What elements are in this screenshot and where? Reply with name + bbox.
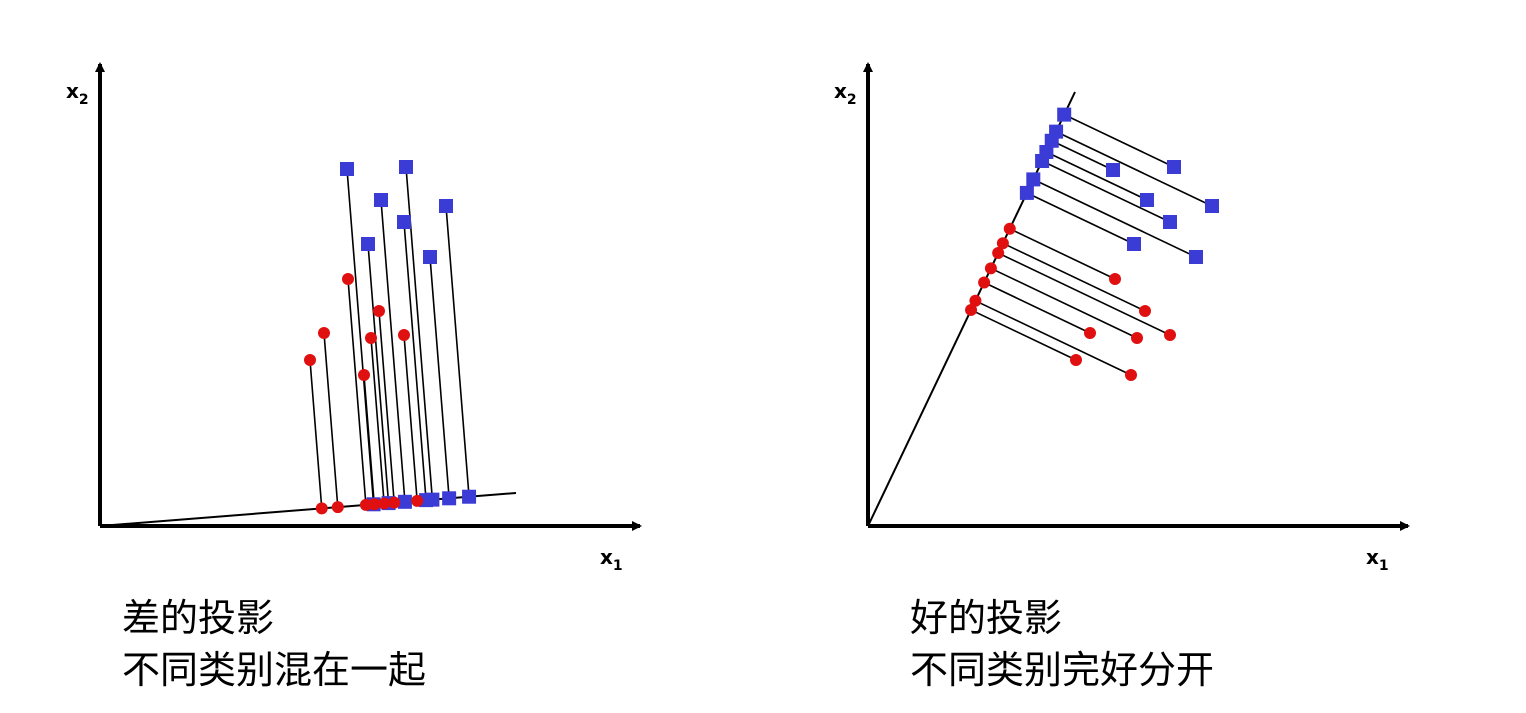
blue-square-data-point (1205, 199, 1219, 213)
x2-axis-label: x2 (834, 79, 857, 108)
data-points (965, 107, 1219, 381)
red-circle-data-point (358, 369, 370, 381)
red-circle-data-point (398, 329, 410, 341)
blue-square-data-point (1127, 237, 1141, 251)
red-circle-data-point (373, 305, 385, 317)
projection-segment (1046, 151, 1148, 201)
blue-square-projected-point (419, 493, 434, 508)
blue-square-data-point (423, 250, 437, 264)
projection-segment (429, 256, 450, 499)
red-circle-data-point (1084, 327, 1096, 339)
projection-segments (309, 166, 470, 509)
red-circle-data-point (1164, 329, 1176, 341)
projection-segment (380, 199, 406, 502)
panel-good-projection: x2 x1 (834, 62, 1410, 574)
projection-segment (983, 281, 1091, 334)
projection-segment (975, 300, 1132, 376)
projection-segment (1055, 130, 1213, 207)
blue-square-data-point (361, 237, 375, 251)
projection-segments (970, 113, 1213, 376)
projection-segment (367, 243, 390, 504)
caption-bad: 差的投影 不同类别混在一起 (122, 592, 426, 696)
blue-square-data-point (1167, 160, 1181, 174)
x1-axis-label: x1 (600, 545, 623, 574)
projection-segment (370, 337, 385, 504)
red-circle-data-point (1070, 354, 1082, 366)
red-circle-projected-point (965, 303, 978, 316)
blue-square-data-point (397, 215, 411, 229)
red-circle-projected-point (368, 498, 381, 511)
projection-segment (1063, 113, 1175, 168)
red-circle-data-point (365, 332, 377, 344)
x1-axis-label: x1 (1366, 545, 1389, 574)
blue-square-projected-point (1049, 124, 1064, 139)
projection-segment (1002, 242, 1146, 312)
red-circle-data-point (1139, 305, 1151, 317)
red-circle-projected-point (378, 497, 391, 510)
blue-square-data-point (1163, 215, 1177, 229)
blue-square-projected-point (1035, 153, 1050, 168)
projection-segment (309, 359, 323, 509)
caption-subtitle: 不同类别完好分开 (910, 648, 1215, 692)
red-circle-data-point (1125, 369, 1137, 381)
projection-segment (997, 252, 1171, 336)
projection-segment (403, 334, 418, 501)
red-circle-data-point (304, 354, 316, 366)
blue-square-data-point (399, 160, 413, 174)
red-circle-projected-point (411, 494, 424, 507)
blue-square-data-point (1189, 250, 1203, 264)
projection-segment (970, 309, 1077, 361)
red-circle-data-point (1131, 332, 1143, 344)
red-circle-projected-point (969, 294, 982, 307)
projection-segment (1009, 228, 1116, 280)
red-circle-projected-point (331, 501, 344, 514)
caption-title: 差的投影 (122, 596, 275, 640)
panel-bad-projection: x2 x1 (66, 62, 642, 574)
data-points (304, 160, 477, 515)
blue-square-projected-point (462, 489, 477, 504)
blue-square-projected-point (442, 491, 457, 506)
projection-segment (990, 267, 1138, 339)
red-circle-data-point (342, 273, 354, 285)
projection-segment (363, 374, 376, 505)
caption-title: 好的投影 (910, 596, 1063, 640)
red-circle-projected-point (978, 276, 991, 289)
blue-square-projected-point (1026, 172, 1041, 187)
red-circle-data-point (1109, 273, 1121, 285)
projection-segment (1041, 160, 1171, 223)
red-circle-data-point (318, 327, 330, 339)
blue-square-projected-point (397, 494, 412, 509)
caption-good: 好的投影 不同类别完好分开 (910, 592, 1214, 696)
projection-segment (1051, 140, 1114, 171)
projection-segment (323, 332, 339, 508)
red-circle-projected-point (388, 496, 401, 509)
projection-segment (347, 278, 367, 505)
blue-square-projected-point (1057, 107, 1072, 122)
projection-segment (1026, 192, 1135, 245)
projection-segment (378, 310, 396, 503)
blue-square-data-point (1106, 163, 1120, 177)
blue-square-data-point (1140, 193, 1154, 207)
blue-square-projected-point (1019, 185, 1034, 200)
projection-segment (403, 221, 427, 501)
x2-axis-label: x2 (66, 79, 89, 108)
blue-square-data-point (439, 199, 453, 213)
red-circle-projected-point (984, 262, 997, 275)
caption-subtitle: 不同类别混在一起 (122, 648, 427, 692)
red-circle-projected-point (1003, 222, 1016, 235)
blue-square-data-point (340, 162, 354, 176)
projection-segment (1032, 178, 1197, 258)
projection-segment (445, 205, 470, 497)
blue-square-data-point (374, 193, 388, 207)
red-circle-projected-point (992, 247, 1005, 260)
red-circle-projected-point (315, 502, 328, 515)
red-circle-projected-point (996, 237, 1009, 250)
